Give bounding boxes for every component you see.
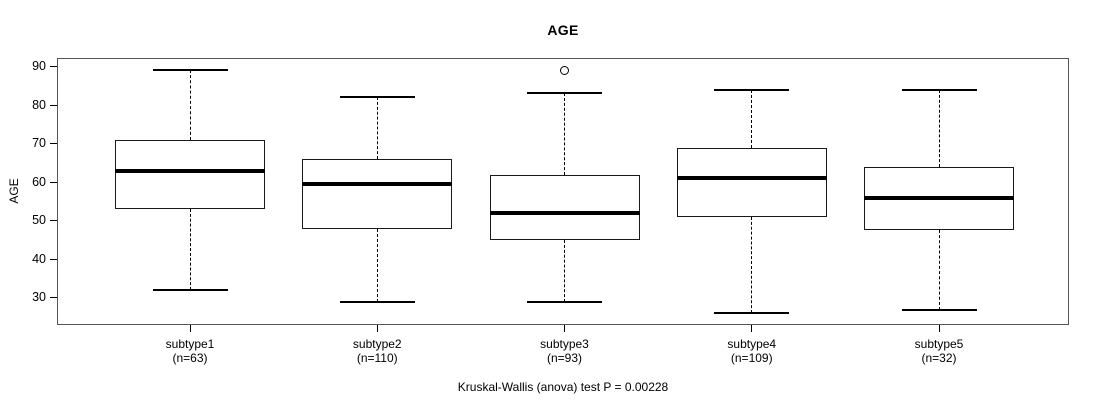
x-category-label: subtype2 (n=110) — [297, 337, 457, 365]
x-category-count: (n=32) — [921, 350, 957, 365]
lower-whisker-cap — [152, 289, 228, 292]
x-tick-mark — [751, 325, 753, 332]
upper-whisker-cap — [339, 96, 415, 99]
x-category-count: (n=109) — [730, 350, 773, 365]
y-tick-mark — [50, 65, 57, 67]
x-category-name: subtype3 — [540, 337, 589, 351]
y-tick-mark — [50, 220, 57, 222]
y-tick-label: 80 — [32, 97, 46, 112]
lower-whisker-cap — [714, 312, 790, 315]
lower-whisker-cap — [901, 308, 977, 311]
y-tick-mark — [50, 104, 57, 106]
lower-whisker-line — [376, 228, 378, 302]
lower-whisker-line — [938, 230, 940, 310]
x-category-label: subtype1 (n=63) — [110, 337, 270, 365]
x-category-count: (n=110) — [356, 350, 398, 365]
x-tick-mark — [938, 325, 940, 332]
y-tick-mark — [50, 258, 57, 260]
upper-whisker-cap — [901, 88, 977, 91]
y-tick-label: 90 — [32, 58, 46, 73]
iqr-box — [676, 147, 827, 217]
iqr-box — [302, 159, 453, 229]
x-tick-mark — [189, 325, 191, 332]
median-line — [864, 195, 1014, 200]
x-category-label: subtype4 (n=109) — [672, 337, 832, 365]
y-tick-label: 30 — [32, 290, 46, 305]
x-tick-mark — [376, 325, 378, 332]
chart-title: AGE — [547, 22, 579, 38]
upper-whisker-line — [751, 89, 753, 148]
median-line — [676, 176, 827, 181]
lower-whisker-line — [751, 216, 753, 314]
lower-whisker-cap — [339, 300, 415, 303]
y-tick-mark — [50, 181, 57, 183]
lower-whisker-line — [564, 240, 565, 302]
upper-whisker-line — [376, 97, 378, 160]
median-line — [302, 182, 453, 187]
y-tick-mark — [50, 297, 57, 299]
upper-whisker-line — [189, 70, 191, 140]
x-category-name: subtype2 — [352, 337, 402, 351]
upper-whisker-line — [938, 89, 940, 167]
y-tick-label: 50 — [32, 213, 46, 228]
iqr-box — [489, 174, 640, 241]
upper-whisker-cap — [714, 88, 790, 91]
median-line — [489, 211, 640, 216]
x-category-label: subtype5 (n=32) — [859, 337, 1019, 365]
x-category-count: (n=93) — [546, 350, 583, 365]
lower-whisker-line — [189, 209, 191, 291]
x-category-label: subtype3 (n=93) — [485, 337, 645, 365]
x-category-name: subtype4 — [727, 337, 777, 351]
y-tick-label: 40 — [32, 251, 46, 266]
x-category-count: (n=63) — [172, 350, 208, 365]
y-tick-label: 60 — [32, 174, 46, 189]
upper-whisker-cap — [527, 92, 602, 95]
stat-test-caption: Kruskal-Wallis (anova) test P = 0.00228 — [457, 380, 669, 394]
upper-whisker-cap — [152, 69, 228, 72]
upper-whisker-line — [564, 93, 565, 175]
x-tick-mark — [564, 325, 565, 332]
lower-whisker-cap — [527, 300, 602, 303]
y-tick-label: 70 — [32, 136, 46, 151]
x-category-name: subtype1 — [165, 337, 215, 351]
x-category-name: subtype5 — [914, 337, 964, 351]
outlier-point — [560, 65, 569, 75]
median-line — [115, 168, 265, 173]
iqr-box — [115, 139, 265, 210]
y-tick-mark — [50, 143, 57, 145]
